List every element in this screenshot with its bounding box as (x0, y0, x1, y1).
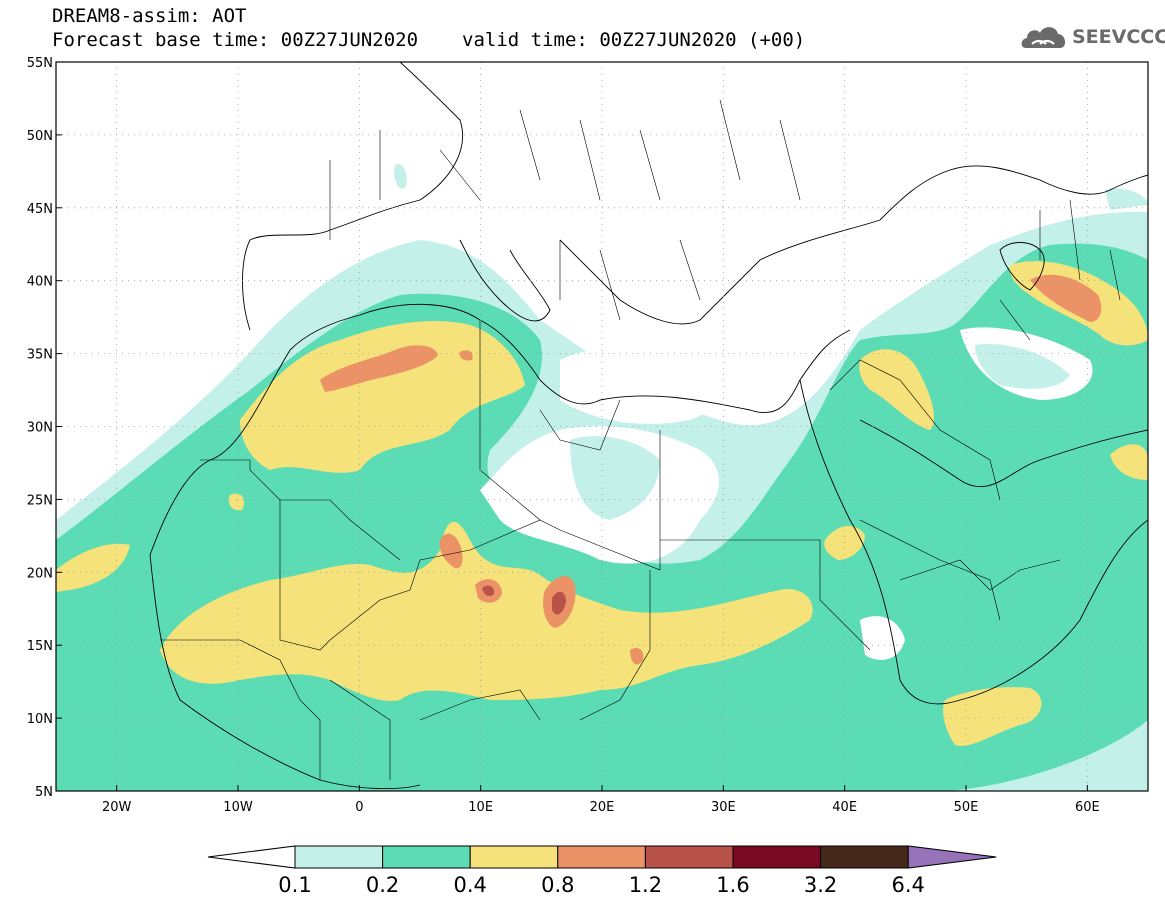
colorbar-label: 0.8 (541, 873, 574, 897)
colorbar-label: 0.1 (278, 873, 311, 897)
lon-tick-label: 0 (355, 800, 363, 815)
product-name: DREAM8-assim: AOT (52, 5, 247, 27)
aot-field (56, 164, 1148, 791)
aot-colorbar: 0.1 0.2 0.4 0.8 1.2 1.6 3.2 6.4 (207, 845, 997, 897)
lon-tick-label: 10E (468, 800, 493, 815)
lat-tick-label: 5N (35, 785, 53, 800)
cloud-icon (1021, 27, 1066, 48)
logo-text: SEEVCCC (1072, 26, 1165, 48)
colorbar-cell (732, 845, 822, 869)
aot-band-0.1-0.2-inner (570, 344, 1070, 520)
colorbar-cell (382, 845, 471, 869)
lat-tick-label: 25N (27, 493, 53, 508)
colorbar-cell (820, 845, 909, 869)
lat-tick-label: 35N (27, 348, 53, 363)
latitude-axis: 55N 50N 45N 40N 35N 30N 25N 20N 15N 10N 5N (27, 56, 62, 800)
lat-tick-label: 55N (27, 56, 53, 71)
colorbar-cell (469, 845, 559, 869)
colorbar-cell (294, 845, 384, 869)
lat-tick-label: 45N (27, 202, 53, 217)
country-borders (160, 99, 1121, 780)
lon-tick-label: 50E (954, 800, 979, 815)
lat-tick-label: 40N (27, 275, 53, 290)
coastlines (149, 62, 1148, 790)
map-subtitle: Forecast base time: 00Z27JUN2020 valid ti… (52, 30, 805, 50)
lon-tick-label: 30E (711, 800, 736, 815)
lat-tick-label: 20N (27, 566, 53, 581)
colorbar-min-arrow (207, 845, 296, 869)
colorbar-label: 1.6 (716, 873, 749, 897)
colorbar-label: 6.4 (891, 873, 924, 897)
valid-time: valid time: 00Z27JUN2020 (+00) (462, 29, 806, 51)
lat-tick-label: 50N (27, 129, 53, 144)
seevccc-logo: SEEVCCC (1018, 18, 1165, 58)
lat-tick-label: 15N (27, 639, 53, 654)
colorbar-cell (557, 845, 646, 869)
map-title: DREAM8-assim: AOT (52, 6, 246, 26)
colorbar-label: 0.2 (366, 873, 399, 897)
colorbar-label: 3.2 (804, 873, 837, 897)
lon-tick-label: 20W (102, 800, 132, 815)
lat-tick-label: 30N (27, 421, 53, 436)
lon-tick-label: 20E (590, 800, 615, 815)
lon-tick-label: 40E (832, 800, 857, 815)
aot-band-0.4-0.8 (56, 261, 1148, 746)
longitude-axis: 20W 10W 0 10E 20E 30E 40E 50E 60E (102, 785, 1100, 815)
aot-band-1.2-1.6 (482, 585, 566, 615)
colorbar-label: 1.2 (629, 873, 662, 897)
colorbar-cell (644, 845, 734, 869)
base-time: Forecast base time: 00Z27JUN2020 (52, 29, 419, 51)
colorbar-label: 0.4 (453, 873, 486, 897)
lat-tick-label: 10N (27, 712, 53, 727)
lon-tick-label: 10W (223, 800, 253, 815)
lon-tick-label: 60E (1075, 800, 1100, 815)
colorbar-max-arrow (907, 845, 997, 869)
